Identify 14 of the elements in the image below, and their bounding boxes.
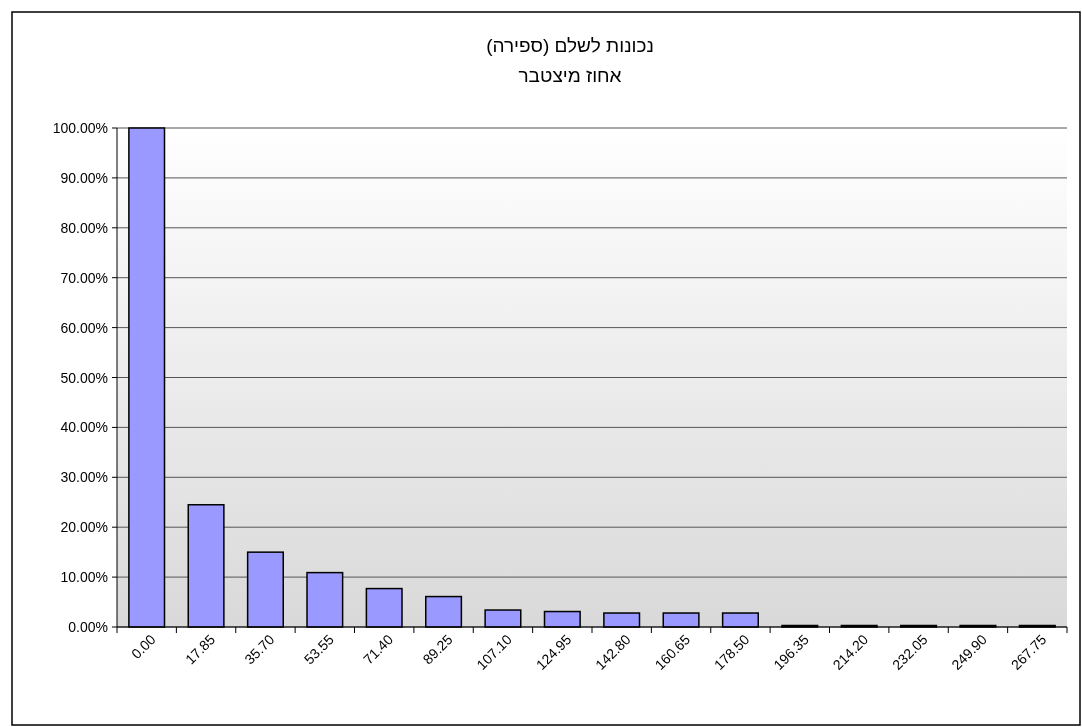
y-tick-label: 70.00% (60, 269, 108, 286)
y-tick-label: 50.00% (60, 369, 108, 386)
x-tick-label: 0.00 (128, 631, 159, 662)
y-tick-label: 90.00% (60, 169, 108, 186)
chart-title: נכונות לשלם (ספירה) (486, 35, 654, 56)
y-tick-label: 20.00% (60, 519, 108, 536)
y-tick-label: 30.00% (60, 469, 108, 486)
y-tick-label: 80.00% (60, 219, 108, 236)
chart-subtitle: אחוז מיצטבר (518, 65, 622, 86)
y-tick-label: 40.00% (60, 419, 108, 436)
y-tick-label: 100.00% (52, 120, 108, 136)
y-tick-label: 10.00% (60, 569, 108, 586)
y-tick-label: 60.00% (60, 319, 108, 336)
y-tick-label: 0.00% (68, 619, 108, 635)
